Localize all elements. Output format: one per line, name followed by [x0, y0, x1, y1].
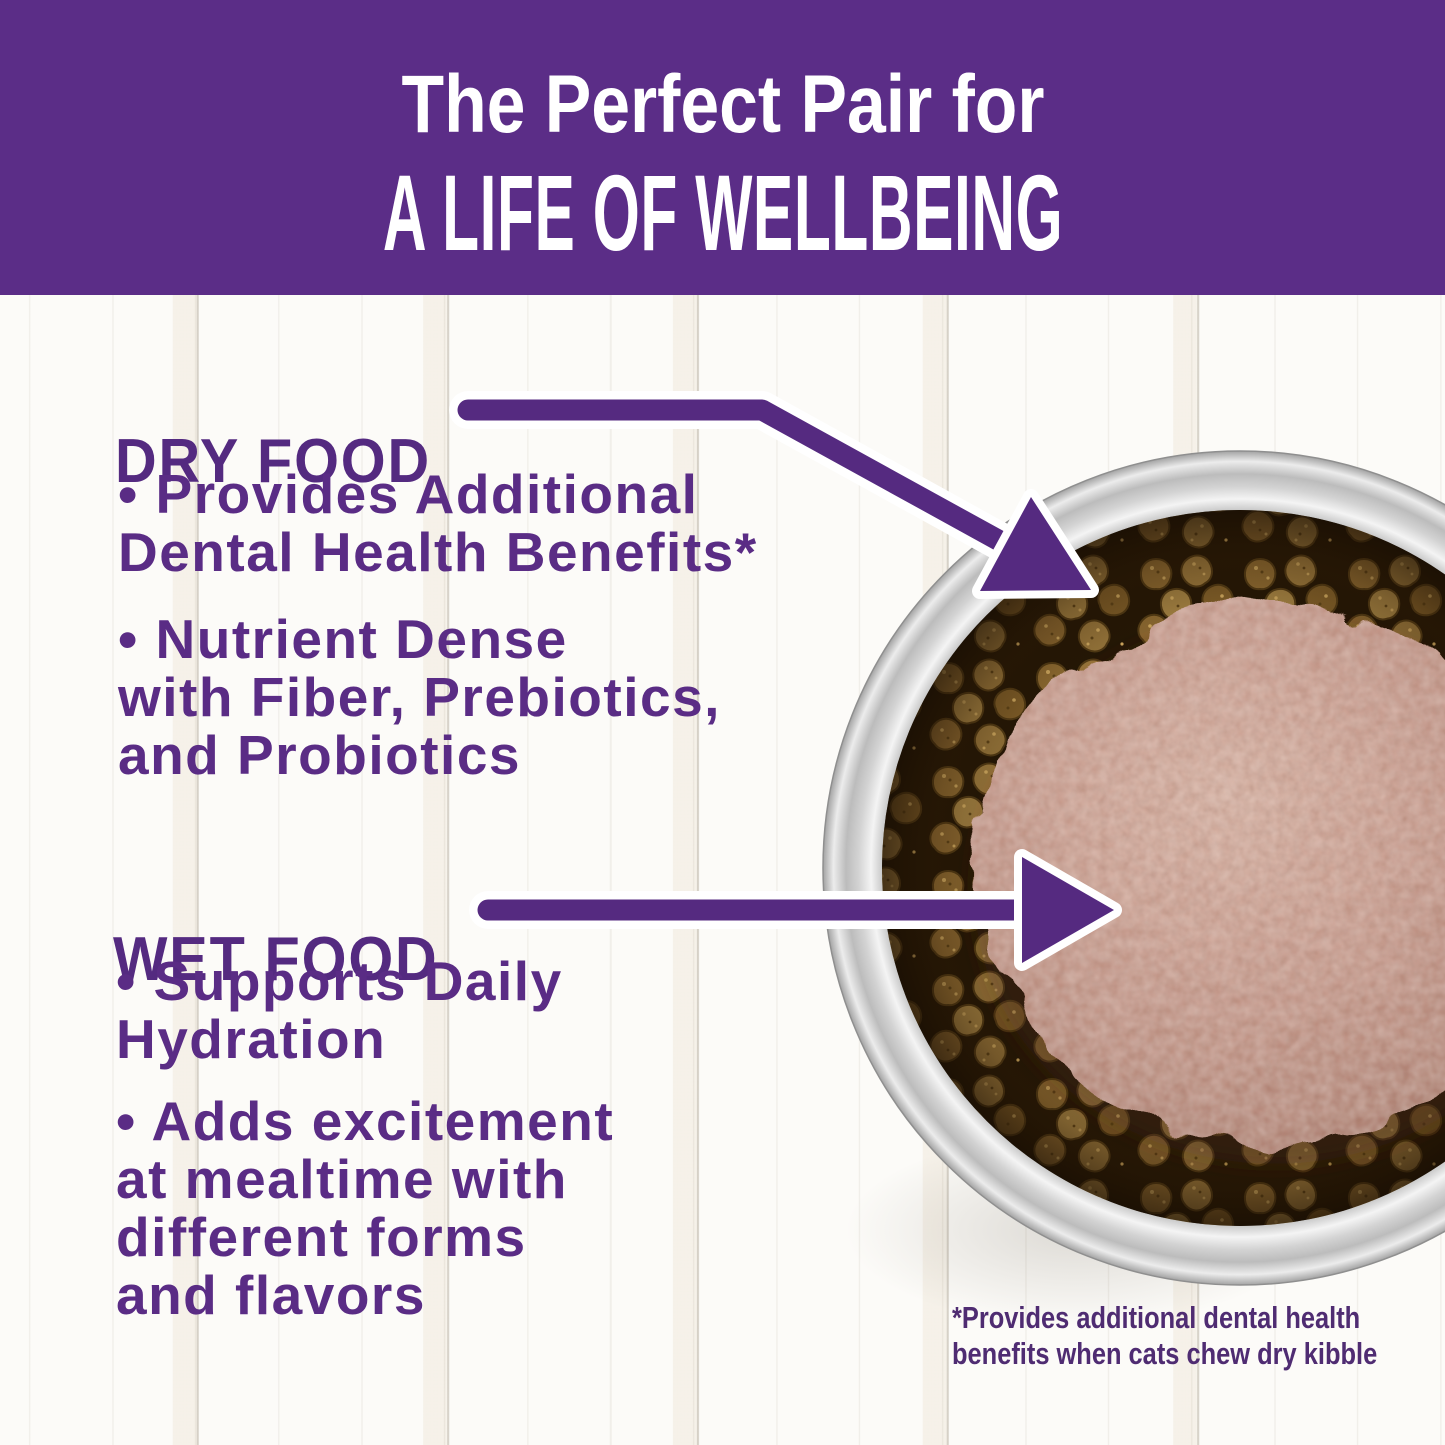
food-bowl-photo [822, 450, 1445, 1286]
wet-food-pate [975, 607, 1445, 1143]
bullet-line: • Nutrient Dense [118, 608, 568, 670]
wet-food-title: WET FOOD [113, 925, 439, 995]
dry-food-title: DRY FOOD [115, 427, 432, 497]
dry-food-bullet-2: • Nutrient Dense with Fiber, Prebiotics,… [118, 610, 721, 784]
banner-subtitle: The Perfect Pair for [401, 59, 1044, 150]
footnote-line: benefits when cats chew dry kibble [952, 1336, 1378, 1371]
bullet-line: Hydration [116, 1008, 387, 1070]
bullet-line: • Adds excitement [116, 1090, 615, 1152]
wet-food-bullet-1: • Supports Daily Hydration [116, 952, 563, 1068]
footnote: *Provides additional dental health benef… [952, 1300, 1377, 1372]
banner-title: A LIFE OF WELLBEING [382, 152, 1063, 273]
bullet-line: Dental Health Benefits* [118, 521, 758, 583]
bullet-line: • Supports Daily [116, 950, 563, 1012]
wet-food-bullet-2: • Adds excitement at mealtime with diffe… [116, 1092, 614, 1324]
bullet-line: different forms [116, 1206, 527, 1268]
bullet-line: and Probiotics [118, 724, 521, 786]
bullet-line: at mealtime with [116, 1148, 568, 1210]
bullet-line: • Provides Additional [118, 463, 699, 525]
bullet-line: with Fiber, Prebiotics, [118, 666, 721, 728]
footnote-line: *Provides additional dental health [952, 1300, 1361, 1335]
dry-food-bullet-1: • Provides Additional Dental Health Bene… [118, 465, 758, 581]
bullet-line: and flavors [116, 1264, 426, 1326]
header-banner: The Perfect Pair for A LIFE OF WELLBEING [0, 0, 1445, 295]
